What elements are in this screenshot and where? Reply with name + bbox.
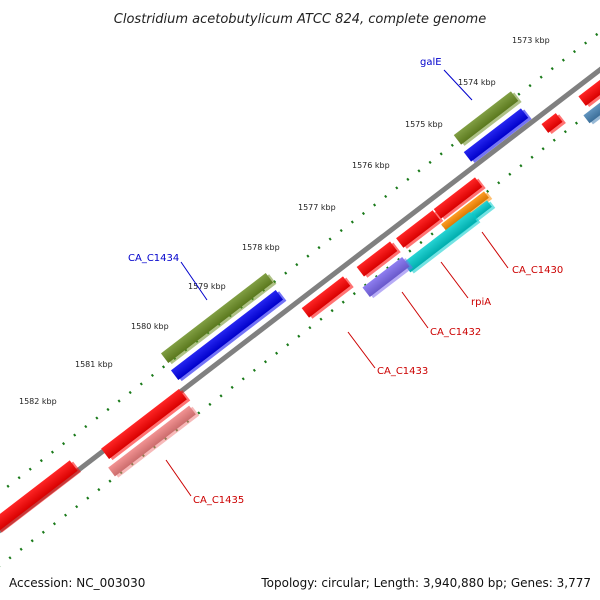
leader-CA_C1433: [347, 331, 376, 369]
leader-galE: [443, 69, 473, 101]
gene-label-CA_C1433[interactable]: CA_C1433: [377, 366, 428, 377]
gene-features: [0, 77, 600, 534]
tick-label-1573: 1573 kbp: [512, 36, 550, 45]
tick-label-1580: 1580 kbp: [131, 322, 169, 331]
tick-label-1575: 1575 kbp: [405, 120, 443, 129]
feature-CA_C1434-olive[interactable]: [160, 272, 277, 365]
leader-CA_C1435: [165, 459, 192, 497]
feature-CA_C1432-purple[interactable]: [362, 256, 413, 300]
genome-backbone: [0, 30, 600, 564]
gene-label-CA_C1434[interactable]: CA_C1434: [128, 253, 179, 264]
gene-label-galE[interactable]: galE: [420, 57, 442, 68]
gene-label-CA_C1430[interactable]: CA_C1430: [512, 265, 563, 276]
feature-CA_C1429[interactable]: [433, 176, 486, 221]
feature-CA_C1432-red[interactable]: [356, 240, 401, 279]
feature-galE-blue[interactable]: [463, 107, 532, 164]
outer-tick-ring: [0, 7, 600, 539]
feature-galE-olive[interactable]: [453, 90, 522, 147]
tick-label-1582: 1582 kbp: [19, 397, 57, 406]
feature-CA_C1435-pink[interactable]: [108, 404, 200, 478]
leader-rpiA: [440, 261, 469, 299]
feature-CA_C1434-blue[interactable]: [170, 289, 287, 382]
leader-CA_C1430: [481, 231, 509, 269]
feature-right-edge-red[interactable]: [578, 77, 600, 108]
tick-label-1574: 1574 kbp: [458, 78, 496, 87]
tick-label-1577: 1577 kbp: [298, 203, 336, 212]
map-title: Clostridium acetobutylicum ATCC 824, com…: [114, 12, 486, 27]
feature-right-edge-steel[interactable]: [583, 100, 600, 126]
leader-CA_C1432: [401, 291, 429, 329]
tick-label-1579: 1579 kbp: [188, 282, 226, 291]
feature-CA_C1431[interactable]: [396, 209, 444, 250]
gene-label-CA_C1432[interactable]: CA_C1432: [430, 327, 481, 338]
leader-CA_C1434: [180, 261, 208, 301]
gene-label-rpiA[interactable]: rpiA: [471, 297, 491, 308]
feature-rpiA[interactable]: [403, 210, 481, 274]
feature-left-edge[interactable]: [0, 459, 82, 534]
accession-text: Accession: NC_003030: [9, 576, 145, 590]
feature-right-small[interactable]: [541, 112, 566, 135]
genome-summary-text: Topology: circular; Length: 3,940,880 bp…: [260, 576, 591, 590]
tick-label-1576: 1576 kbp: [352, 161, 390, 170]
inner-tick-ring: [0, 53, 600, 585]
gene-label-CA_C1435[interactable]: CA_C1435: [193, 495, 244, 506]
tick-label-1578: 1578 kbp: [242, 243, 280, 252]
feature-CA_C1433[interactable]: [301, 275, 354, 320]
feature-CA_C1435-red[interactable]: [101, 388, 191, 462]
tick-label-1581: 1581 kbp: [75, 360, 113, 369]
